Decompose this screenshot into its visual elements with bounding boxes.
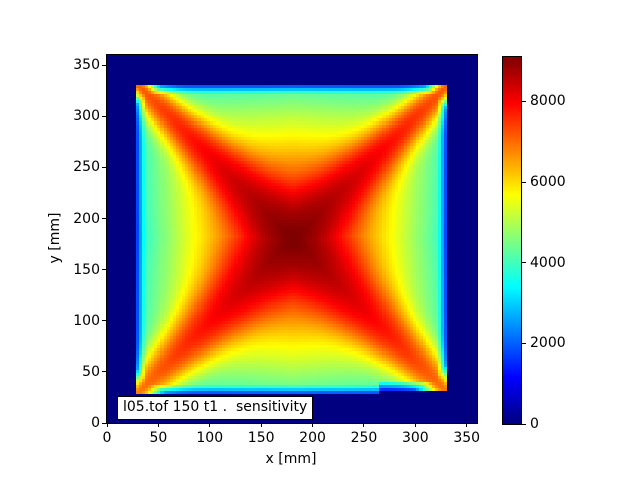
x-axis-label: x [mm] bbox=[265, 451, 317, 467]
colorbar-tick-mark bbox=[522, 342, 526, 344]
y-tick-mark bbox=[102, 269, 106, 271]
x-tick-label: 100 bbox=[196, 430, 224, 446]
colorbar-tick-mark bbox=[522, 423, 526, 425]
colorbar-tick-mark bbox=[522, 262, 526, 264]
x-tick-label: 150 bbox=[247, 430, 275, 446]
colorbar-tick-mark bbox=[522, 181, 526, 183]
colorbar-tick-label: 6000 bbox=[530, 174, 566, 191]
y-tick-label: 100 bbox=[73, 312, 100, 329]
y-tick-mark bbox=[102, 64, 106, 66]
plot-area: l05.tof 150 t1 . sensitivity bbox=[106, 54, 478, 424]
y-tick-label: 150 bbox=[73, 261, 100, 278]
colorbar-tick-label: 0 bbox=[530, 416, 539, 432]
x-tick-mark bbox=[466, 423, 468, 427]
x-tick-label: 0 bbox=[102, 430, 112, 446]
x-tick-mark bbox=[209, 423, 211, 427]
colorbar-canvas bbox=[503, 57, 521, 424]
x-tick-label: 350 bbox=[453, 430, 481, 446]
x-tick-label: 200 bbox=[299, 430, 326, 446]
x-tick-label: 250 bbox=[350, 430, 378, 446]
y-tick-label: 50 bbox=[82, 363, 100, 380]
colorbar bbox=[502, 56, 522, 425]
x-tick-mark bbox=[363, 423, 365, 427]
y-tick-mark bbox=[102, 371, 106, 373]
colorbar-tick-label: 2000 bbox=[530, 335, 566, 352]
y-axis-label: y [mm] bbox=[47, 212, 63, 264]
y-tick-mark bbox=[102, 422, 106, 424]
y-tick-label: 250 bbox=[73, 159, 100, 176]
y-tick-label: 350 bbox=[73, 57, 100, 74]
y-tick-mark bbox=[102, 115, 106, 117]
y-tick-mark bbox=[102, 320, 106, 322]
colorbar-tick-mark bbox=[522, 100, 526, 102]
x-tick-mark bbox=[414, 423, 416, 427]
y-tick-mark bbox=[102, 166, 106, 168]
x-tick-label: 50 bbox=[149, 430, 168, 446]
x-tick-mark bbox=[106, 423, 108, 427]
y-tick-mark bbox=[102, 218, 106, 220]
heatmap-canvas bbox=[107, 55, 477, 423]
colorbar-tick-label: 8000 bbox=[530, 93, 566, 110]
x-tick-mark bbox=[157, 423, 159, 427]
colorbar-tick-label: 4000 bbox=[530, 254, 566, 271]
x-tick-label: 300 bbox=[401, 430, 429, 446]
y-tick-label: 0 bbox=[91, 415, 100, 431]
annotation-label: l05.tof 150 t1 . sensitivity bbox=[117, 396, 314, 420]
y-tick-label: 200 bbox=[73, 210, 100, 227]
x-tick-mark bbox=[260, 423, 262, 427]
y-tick-label: 300 bbox=[73, 108, 100, 125]
x-tick-mark bbox=[312, 423, 314, 427]
